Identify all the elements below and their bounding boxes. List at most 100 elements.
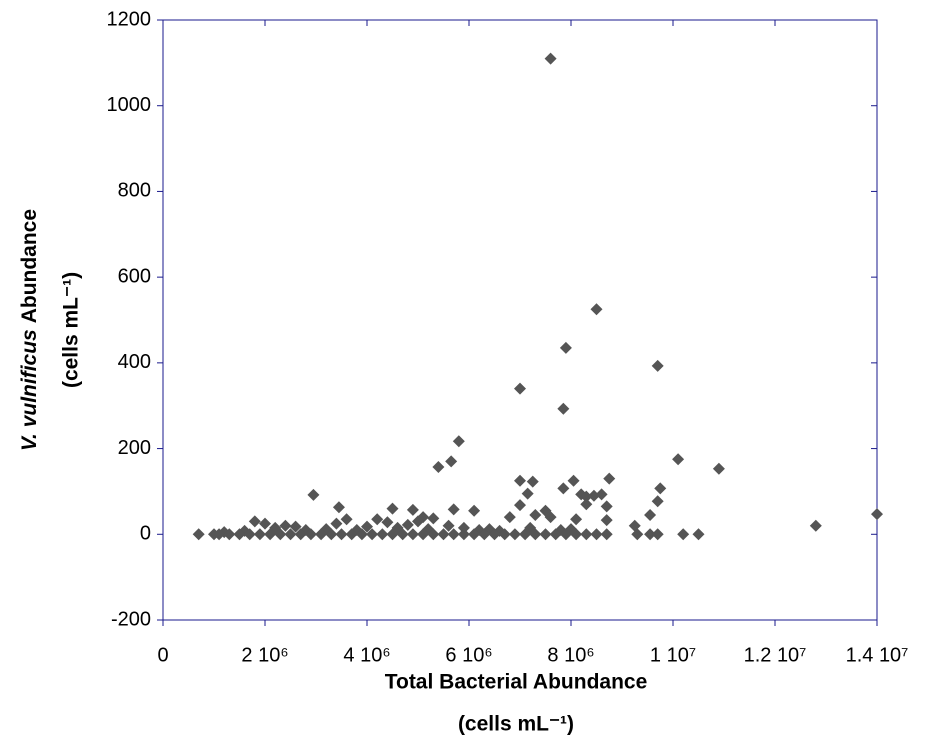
point bbox=[712, 462, 725, 475]
point bbox=[654, 482, 667, 495]
point bbox=[514, 499, 526, 512]
point bbox=[544, 511, 557, 524]
point bbox=[396, 528, 409, 541]
point bbox=[488, 528, 501, 541]
point bbox=[376, 528, 389, 541]
point bbox=[559, 341, 572, 354]
point bbox=[559, 528, 572, 541]
x-axis-units: (cells mL⁻¹) bbox=[458, 713, 574, 736]
point bbox=[274, 528, 287, 541]
point bbox=[544, 52, 557, 65]
point bbox=[557, 482, 570, 495]
point bbox=[514, 382, 526, 395]
point bbox=[514, 474, 526, 487]
point bbox=[478, 528, 491, 541]
point bbox=[243, 528, 256, 541]
point bbox=[651, 528, 664, 541]
point bbox=[631, 528, 644, 541]
point bbox=[672, 453, 685, 466]
point bbox=[417, 528, 430, 541]
point bbox=[259, 517, 271, 530]
point bbox=[223, 528, 236, 541]
point bbox=[628, 519, 641, 532]
point bbox=[521, 487, 534, 500]
point bbox=[371, 513, 384, 526]
point bbox=[457, 528, 470, 541]
point bbox=[526, 475, 539, 488]
point bbox=[366, 528, 379, 541]
point bbox=[361, 520, 373, 533]
point bbox=[345, 528, 358, 541]
point bbox=[595, 488, 608, 501]
y-axis-units: (cells mL⁻¹) bbox=[60, 272, 83, 388]
point bbox=[340, 513, 353, 526]
point bbox=[600, 514, 613, 527]
y-axis-text: Abundance bbox=[18, 209, 41, 323]
point bbox=[570, 528, 583, 541]
point bbox=[590, 528, 603, 541]
point bbox=[557, 402, 570, 415]
point bbox=[192, 528, 205, 541]
y-tick-label: -200 bbox=[111, 608, 151, 630]
point bbox=[445, 455, 458, 468]
point bbox=[447, 503, 460, 516]
point bbox=[233, 528, 246, 541]
point bbox=[325, 528, 338, 541]
point bbox=[427, 512, 440, 525]
y-axis-title: V. vulnificus Abundance bbox=[18, 209, 41, 451]
y-tick-label: 400 bbox=[118, 351, 151, 373]
point bbox=[692, 528, 705, 541]
point bbox=[386, 502, 399, 515]
point bbox=[401, 518, 414, 531]
point bbox=[549, 528, 562, 541]
point bbox=[529, 528, 542, 541]
point bbox=[587, 489, 600, 502]
y-tick-label: 1000 bbox=[107, 94, 152, 116]
y-tick-label: 0 bbox=[140, 523, 151, 545]
plot-frame bbox=[162, 19, 878, 621]
point bbox=[590, 303, 603, 316]
point bbox=[600, 500, 613, 513]
point bbox=[580, 490, 593, 503]
point bbox=[603, 472, 616, 485]
x-tick-label: 4 10⁶ bbox=[343, 644, 390, 666]
point bbox=[468, 504, 481, 517]
point bbox=[651, 359, 664, 372]
point bbox=[508, 528, 521, 541]
x-tick-label: 2 10⁶ bbox=[241, 644, 288, 666]
point bbox=[432, 461, 445, 473]
point bbox=[437, 528, 450, 541]
point bbox=[809, 519, 822, 532]
point bbox=[570, 513, 583, 526]
y-tick-label: 200 bbox=[118, 437, 151, 459]
point bbox=[644, 528, 657, 541]
x-tick-label: 1.2 10⁷ bbox=[744, 644, 807, 666]
point bbox=[307, 488, 320, 501]
point bbox=[213, 528, 226, 541]
point bbox=[335, 528, 348, 541]
point bbox=[468, 528, 481, 541]
point bbox=[355, 528, 368, 541]
point bbox=[567, 474, 580, 487]
point bbox=[871, 508, 883, 521]
x-tick-label: 1 10⁷ bbox=[650, 644, 696, 666]
point bbox=[289, 520, 302, 533]
point bbox=[381, 516, 394, 529]
point bbox=[264, 528, 277, 541]
x-tick-label: 6 10⁶ bbox=[445, 644, 492, 666]
point bbox=[600, 528, 613, 541]
x-axis-title: Total Bacterial Abundance bbox=[385, 671, 648, 694]
x-tick-label: 8 10⁶ bbox=[547, 644, 594, 666]
point bbox=[406, 528, 419, 541]
y-tick-label: 600 bbox=[118, 265, 151, 287]
point bbox=[279, 519, 292, 532]
point bbox=[427, 528, 440, 541]
point bbox=[447, 528, 460, 541]
point bbox=[442, 519, 455, 532]
x-tick-label: 1.4 10⁷ bbox=[846, 644, 909, 666]
point bbox=[519, 528, 532, 541]
point bbox=[503, 511, 516, 524]
point bbox=[529, 509, 542, 521]
point bbox=[253, 528, 266, 541]
